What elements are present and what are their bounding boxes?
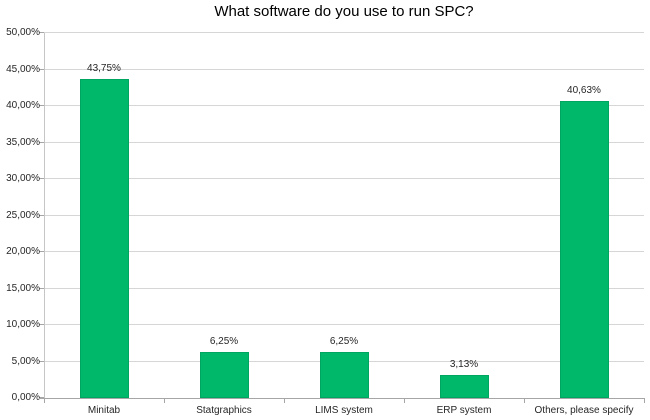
y-axis-tick (39, 68, 44, 70)
gridline (44, 287, 644, 289)
x-axis-tick (644, 398, 645, 403)
x-axis-category-label: LIMS system (315, 405, 373, 416)
y-axis-tick (39, 287, 44, 289)
bar-value-label: 6,25% (209, 336, 239, 348)
x-axis-category-label: Minitab (87, 405, 121, 416)
x-axis-category-label: Others, please specify (534, 405, 634, 416)
y-axis-tick (39, 214, 44, 216)
y-axis-tick-label: 40,00% (6, 100, 40, 111)
gridline (44, 68, 644, 70)
x-axis-tick (44, 398, 45, 403)
bar (199, 352, 249, 398)
gridline (44, 251, 644, 252)
bar-value-label: 6,25% (329, 336, 359, 348)
y-axis-tick-label: 10,00% (6, 319, 40, 330)
y-axis-tick (39, 141, 44, 143)
bar (439, 375, 489, 398)
x-axis-tick (284, 398, 285, 403)
y-axis-tick-label: 15,00% (6, 282, 40, 294)
y-axis-tick-label: 30,00% (6, 173, 40, 184)
x-axis-tick (404, 398, 405, 403)
y-axis-tick-label: 35,00% (6, 136, 40, 148)
y-axis-tick (39, 251, 44, 252)
y-axis-tick (39, 178, 44, 179)
y-axis-tick (39, 105, 44, 106)
x-axis-category-label: Statgraphics (196, 405, 252, 416)
bar (319, 352, 369, 398)
gridline (44, 324, 644, 325)
y-axis-tick-label: 20,00% (6, 246, 40, 257)
y-axis-tick (39, 360, 44, 362)
x-axis-line (39, 398, 644, 399)
gridline (44, 214, 644, 216)
y-axis-tick-label: 5,00% (11, 355, 40, 367)
y-axis-tick-label: 25,00% (6, 209, 40, 221)
bar (559, 101, 609, 398)
x-axis-tick (164, 398, 165, 403)
bar-value-label: 3,13% (449, 359, 479, 371)
bar (79, 78, 129, 398)
y-axis-tick (39, 397, 44, 398)
bar-value-label: 43,75% (87, 62, 121, 74)
gridline (44, 141, 644, 143)
gridline (44, 105, 644, 106)
bar-value-label: 40,63% (567, 85, 601, 97)
plot-area: 0,00% 5,00% 10,00% 15,00% 20,00% 25,00% 30,00%… (6, 27, 645, 416)
y-axis-tick-label: 0,00% (11, 392, 40, 403)
gridline (44, 178, 644, 179)
y-axis-tick (39, 32, 44, 33)
y-axis-tick-label: 45,00% (6, 63, 40, 75)
x-axis-tick (524, 398, 525, 403)
y-axis-tick-label: 50,00% (6, 27, 40, 38)
chart-title: What software do you use to run SPC? (214, 3, 474, 20)
x-axis-category-label: ERP system (436, 405, 492, 416)
y-axis-line (44, 33, 45, 398)
gridline (44, 32, 644, 33)
y-axis-tick (39, 324, 44, 325)
